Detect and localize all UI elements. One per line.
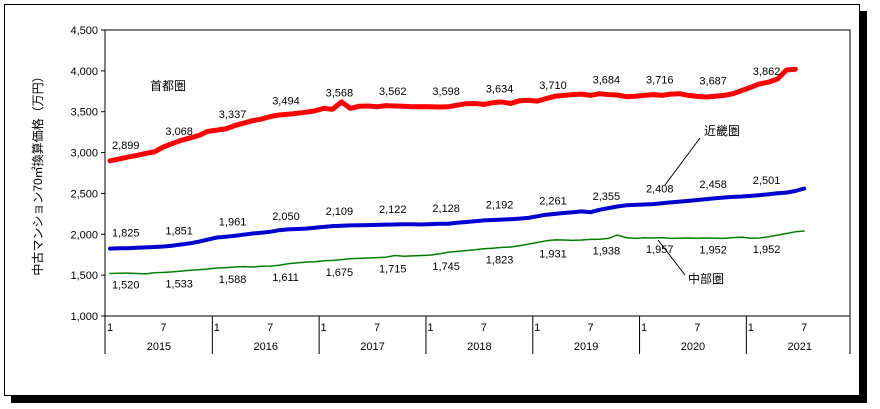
y-tick-label: 2,500 [70, 188, 98, 200]
y-tick-label: 3,500 [70, 107, 98, 119]
data-label: 2,355 [593, 191, 621, 203]
series-name-label: 近畿圏 [704, 124, 740, 138]
data-label: 3,634 [486, 83, 514, 95]
year-label: 2016 [254, 341, 278, 353]
x-tick-label: 1 [641, 322, 647, 334]
data-label: 2,899 [112, 140, 140, 152]
year-label: 2017 [360, 341, 384, 353]
series-line-2 [108, 186, 807, 251]
y-tick-label: 4,000 [70, 66, 98, 78]
data-label: 1,931 [539, 248, 567, 260]
data-label: 2,501 [753, 175, 781, 187]
data-label: 1,961 [219, 216, 247, 228]
data-label: 3,687 [699, 75, 727, 87]
data-label: 1,851 [165, 225, 193, 237]
data-label: 2,109 [326, 206, 354, 218]
x-tick-label: 1 [214, 322, 220, 334]
data-label: 3,337 [219, 109, 247, 121]
leader-line [664, 137, 701, 186]
y-tick-label: 3,000 [70, 148, 98, 160]
data-label: 1,825 [112, 228, 140, 240]
x-tick-label: 1 [534, 322, 540, 334]
year-label: 2018 [467, 341, 491, 353]
data-label: 2,192 [486, 199, 514, 211]
data-label: 3,684 [593, 74, 621, 86]
y-tick-label: 1,500 [70, 270, 98, 282]
x-tick-label: 7 [694, 322, 700, 334]
x-tick-label: 7 [588, 322, 594, 334]
data-label: 1,745 [432, 261, 460, 273]
series-line-3 [109, 230, 805, 275]
x-tick-label: 7 [481, 322, 487, 334]
x-tick-label: 1 [748, 322, 754, 334]
leader-line [657, 239, 686, 276]
data-label: 3,494 [272, 96, 300, 108]
data-label: 3,562 [379, 86, 407, 98]
data-label: 1,952 [753, 244, 781, 256]
year-label: 2020 [681, 341, 705, 353]
data-label: 3,862 [753, 66, 781, 78]
data-label: 1,938 [593, 245, 621, 257]
data-label: 1,823 [486, 255, 514, 267]
data-label: 2,458 [699, 179, 727, 191]
data-label: 2,261 [539, 195, 567, 207]
y-tick-label: 1,000 [70, 311, 98, 323]
data-label: 1,533 [165, 278, 193, 290]
data-label: 1,588 [219, 274, 247, 286]
data-label: 2,050 [272, 211, 300, 223]
plot-area [104, 29, 851, 317]
data-label: 1,611 [272, 272, 299, 284]
x-tick-label: 7 [160, 322, 166, 334]
data-label: 1,952 [699, 244, 727, 256]
x-tick-label: 7 [267, 322, 273, 334]
data-label: 1,675 [326, 267, 354, 279]
year-label: 2019 [574, 341, 598, 353]
series-name-label: 首都圏 [150, 79, 186, 93]
year-label: 2021 [788, 341, 812, 353]
data-label: 2,128 [432, 203, 460, 215]
x-tick-label: 7 [374, 322, 380, 334]
data-label: 3,598 [432, 86, 460, 98]
x-tick-label: 1 [321, 322, 327, 334]
data-label: 1,957 [646, 244, 674, 256]
data-label: 2,408 [646, 183, 674, 195]
data-label: 3,710 [539, 80, 567, 92]
data-label: 3,716 [646, 74, 674, 86]
data-label: 1,715 [379, 264, 407, 276]
x-tick-label: 1 [107, 322, 113, 334]
year-label: 2015 [147, 341, 171, 353]
x-tick-label: 7 [801, 322, 807, 334]
x-tick-label: 1 [427, 322, 433, 334]
y-tick-label: 4,500 [70, 25, 98, 37]
data-label: 1,520 [112, 280, 140, 292]
y-tick-label: 2,000 [70, 229, 98, 241]
data-label: 3,568 [326, 87, 354, 99]
series-name-label: 中部圏 [688, 271, 724, 286]
series-line-1 [107, 66, 798, 164]
y-axis-label: 中古マンション70㎡換算価格（万円） [30, 70, 45, 275]
data-label: 2,122 [379, 204, 407, 216]
data-label: 3,068 [165, 126, 193, 138]
